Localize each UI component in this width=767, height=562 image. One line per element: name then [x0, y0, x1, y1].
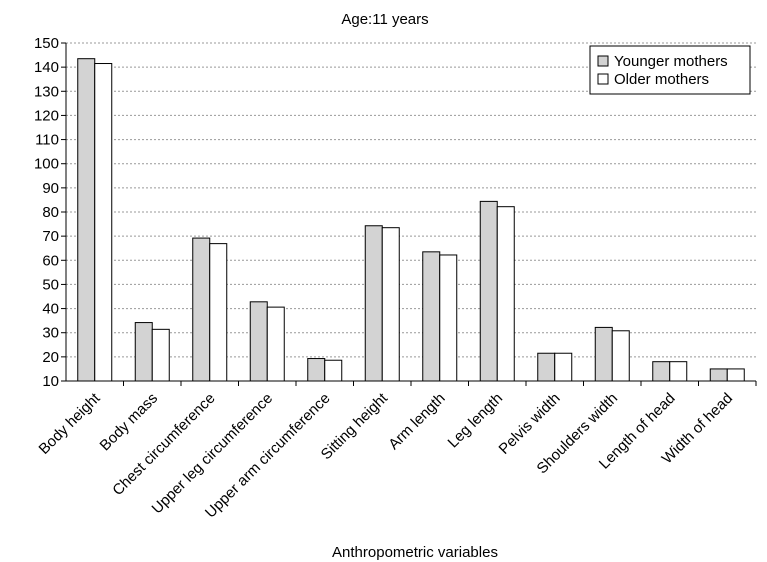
y-tick-label: 90 [42, 180, 59, 197]
y-tick-label: 100 [34, 156, 59, 173]
y-tick-label: 130 [34, 83, 59, 100]
bar-younger-mothers [364, 225, 383, 382]
bar-older-mothers [266, 306, 285, 382]
legend-label-younger: Younger mothers [614, 53, 728, 70]
bar-older-mothers [324, 359, 343, 382]
y-tick-label: 60 [42, 252, 59, 269]
bar-older-mothers [554, 352, 573, 382]
x-tick-label: Body height [36, 389, 105, 458]
x-tick-label: Chest circumference [109, 390, 218, 499]
bar-younger-mothers [709, 368, 728, 382]
bar-older-mothers [669, 361, 688, 382]
legend: Younger mothers Older mothers [589, 45, 751, 95]
bar-older-mothers [726, 368, 745, 382]
x-tick-label: Arm length [385, 390, 448, 453]
bar-younger-mothers [192, 237, 211, 382]
gridlines [66, 42, 756, 358]
bar-younger-mothers [134, 322, 153, 382]
chart-title: Age:11 years [341, 11, 428, 28]
bar-younger-mothers [77, 58, 96, 382]
bar-younger-mothers [594, 326, 613, 382]
bar-older-mothers [151, 328, 170, 382]
bar-younger-mothers [249, 301, 268, 382]
x-tick-label: Leg length [445, 390, 507, 452]
legend-swatch-younger [597, 55, 609, 67]
y-tick-label: 110 [35, 132, 59, 149]
legend-label-older: Older mothers [614, 71, 709, 88]
y-tick-label: 70 [42, 228, 59, 245]
bar-older-mothers [439, 254, 458, 382]
bar-younger-mothers [537, 352, 556, 382]
bar-older-mothers [496, 206, 515, 382]
y-tick-label: 10 [42, 373, 59, 390]
y-tick-label: 20 [42, 349, 59, 366]
y-tick-label: 80 [42, 204, 59, 221]
bar-younger-mothers [479, 200, 498, 382]
bar-older-mothers [611, 330, 630, 382]
y-tick-label: 140 [34, 59, 59, 76]
bar-older-mothers [209, 243, 228, 382]
y-tick-label: 150 [34, 35, 59, 52]
y-tick-label: 40 [42, 301, 59, 318]
y-tick-label: 120 [34, 107, 59, 124]
bar-younger-mothers [307, 358, 326, 382]
x-axis-label: Anthropometric variables [332, 544, 498, 561]
bar-younger-mothers [422, 251, 441, 382]
bars [77, 58, 745, 382]
bar-older-mothers [94, 63, 113, 382]
y-tick-label: 30 [42, 325, 59, 342]
legend-swatch-older [597, 73, 609, 85]
bar-older-mothers [381, 227, 400, 382]
legend-box [589, 45, 751, 95]
y-tick-label: 50 [42, 276, 59, 293]
bar-younger-mothers [652, 361, 671, 382]
